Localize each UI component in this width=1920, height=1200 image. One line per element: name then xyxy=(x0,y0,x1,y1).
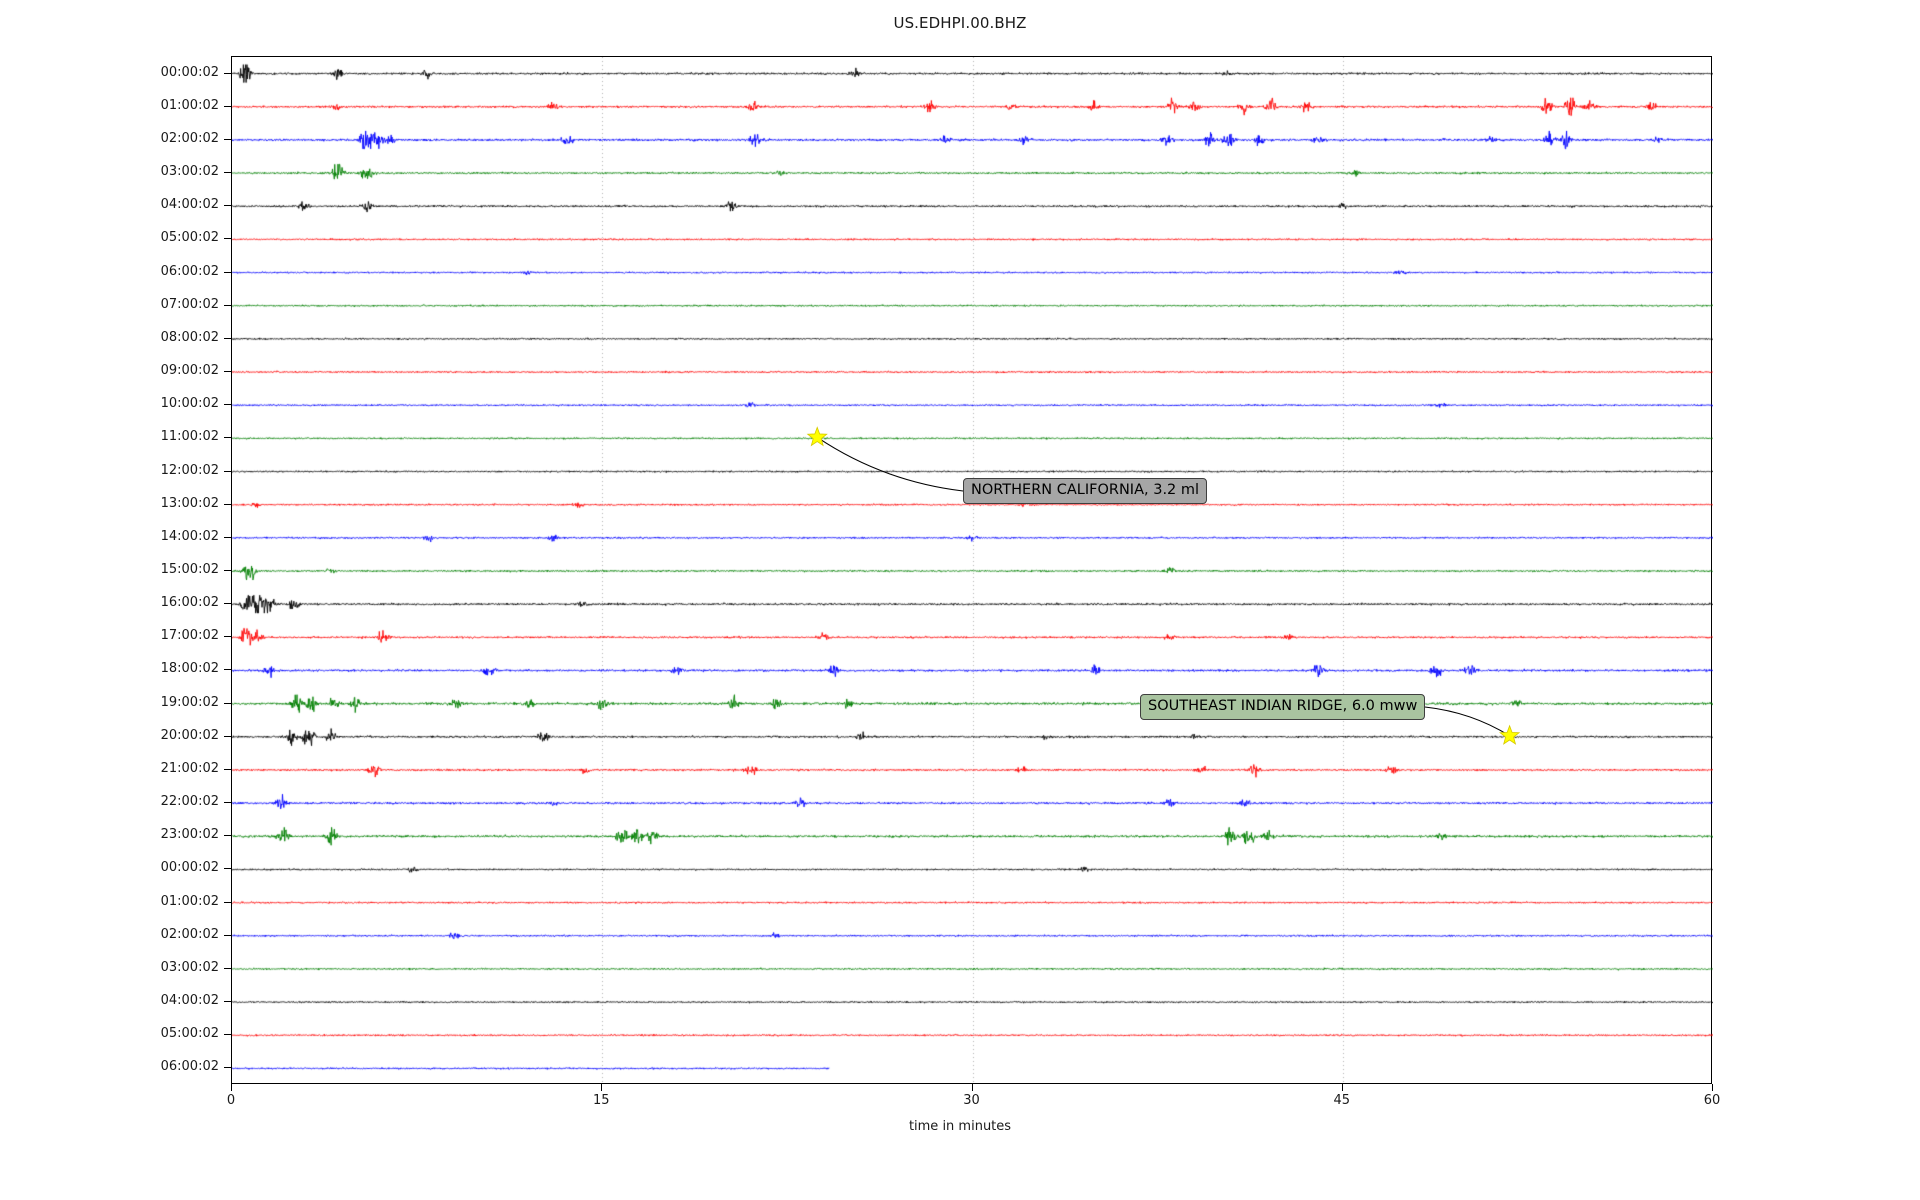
x-axis-tick-label: 45 xyxy=(1333,1093,1351,1108)
y-axis-tick-label: 22:00:02 xyxy=(160,794,219,810)
y-axis-tick-mark xyxy=(224,570,231,572)
y-axis-tick-mark xyxy=(224,238,231,240)
y-axis-tick-mark xyxy=(224,868,231,870)
y-axis-tick-label: 05:00:02 xyxy=(160,1026,219,1042)
event-annotation-label[interactable]: NORTHERN CALIFORNIA, 3.2 ml xyxy=(963,478,1208,504)
y-axis-tick-mark xyxy=(224,205,231,207)
y-axis-tick-mark xyxy=(224,636,231,638)
y-axis-tick-label: 16:00:02 xyxy=(160,595,219,611)
y-axis-tick-label: 00:00:02 xyxy=(160,860,219,876)
y-axis-tick-label: 19:00:02 xyxy=(160,694,219,710)
x-axis-tick-mark xyxy=(1342,1084,1344,1091)
y-axis-tick-mark xyxy=(224,537,231,539)
y-axis-tick-label: 06:00:02 xyxy=(160,1059,219,1075)
seismogram-plot xyxy=(231,56,1713,1085)
event-annotation-label[interactable]: SOUTHEAST INDIAN RIDGE, 6.0 mww xyxy=(1140,694,1426,720)
y-axis-tick-mark xyxy=(224,802,231,804)
y-axis-tick-label: 10:00:02 xyxy=(160,396,219,412)
x-axis-tick-label: 15 xyxy=(592,1093,610,1108)
y-axis-tick-mark xyxy=(224,73,231,75)
y-axis-tick-mark xyxy=(224,1067,231,1069)
y-axis-tick-mark xyxy=(224,106,231,108)
y-axis-tick-label: 18:00:02 xyxy=(160,661,219,677)
page-title: US.EDHPI.00.BHZ xyxy=(893,14,1027,32)
y-axis-tick-label: 11:00:02 xyxy=(160,429,219,445)
y-axis-tick-label: 05:00:02 xyxy=(160,230,219,246)
x-axis-tick-mark xyxy=(601,1084,603,1091)
y-axis-tick-label: 04:00:02 xyxy=(160,197,219,213)
y-axis-tick-mark xyxy=(224,669,231,671)
y-axis-tick-mark xyxy=(224,172,231,174)
y-axis-tick-mark xyxy=(224,835,231,837)
y-axis-tick-mark xyxy=(224,736,231,738)
y-axis-tick-mark xyxy=(224,338,231,340)
y-axis-tick-mark xyxy=(224,935,231,937)
y-axis-tick-mark xyxy=(224,968,231,970)
x-axis-tick-mark xyxy=(972,1084,974,1091)
y-axis-tick-mark xyxy=(224,139,231,141)
y-axis-tick-label: 06:00:02 xyxy=(160,263,219,279)
y-axis-tick-mark xyxy=(224,404,231,406)
x-axis-tick-label: 30 xyxy=(963,1093,980,1108)
y-axis-tick-label: 07:00:02 xyxy=(160,296,219,312)
y-axis-tick-mark xyxy=(224,703,231,705)
y-axis-tick-mark xyxy=(224,371,231,373)
y-axis-tick-mark xyxy=(224,769,231,771)
y-axis-tick-mark xyxy=(224,603,231,605)
y-axis-tick-mark xyxy=(224,272,231,274)
y-axis-tick-label: 02:00:02 xyxy=(160,926,219,942)
y-axis-tick-label: 00:00:02 xyxy=(160,64,219,80)
x-axis-tick-label: 0 xyxy=(226,1093,236,1108)
y-axis-tick-mark xyxy=(224,1034,231,1036)
y-axis-tick-label: 01:00:02 xyxy=(160,97,219,113)
y-axis-tick-label: 12:00:02 xyxy=(160,462,219,478)
y-axis-tick-mark xyxy=(224,504,231,506)
y-axis-tick-label: 23:00:02 xyxy=(160,827,219,843)
x-axis-title: time in minutes xyxy=(908,1119,1012,1134)
y-axis-tick-label: 13:00:02 xyxy=(160,495,219,511)
y-axis-tick-label: 14:00:02 xyxy=(160,528,219,544)
y-axis-tick-label: 03:00:02 xyxy=(160,959,219,975)
y-axis-tick-label: 02:00:02 xyxy=(160,130,219,146)
y-axis-tick-label: 08:00:02 xyxy=(160,329,219,345)
y-axis-tick-label: 17:00:02 xyxy=(160,628,219,644)
y-axis-tick-mark xyxy=(224,437,231,439)
y-axis-tick-label: 09:00:02 xyxy=(160,363,219,379)
y-axis-tick-mark xyxy=(224,305,231,307)
y-axis-tick-label: 01:00:02 xyxy=(160,893,219,909)
seismogram-canvas xyxy=(232,57,1713,1085)
x-axis-tick-label: 60 xyxy=(1703,1093,1721,1108)
y-axis-tick-label: 21:00:02 xyxy=(160,760,219,776)
y-axis-tick-label: 15:00:02 xyxy=(160,562,219,577)
y-axis-tick-mark xyxy=(224,471,231,473)
y-axis-tick-label: 20:00:02 xyxy=(160,727,219,743)
y-axis-tick-mark xyxy=(224,1001,231,1003)
y-axis-tick-label: 04:00:02 xyxy=(160,993,219,1009)
y-axis-tick-mark xyxy=(224,902,231,904)
y-axis-tick-label: 03:00:02 xyxy=(160,164,219,180)
x-axis-tick-mark xyxy=(231,1084,233,1091)
x-axis-tick-mark xyxy=(1712,1084,1714,1091)
